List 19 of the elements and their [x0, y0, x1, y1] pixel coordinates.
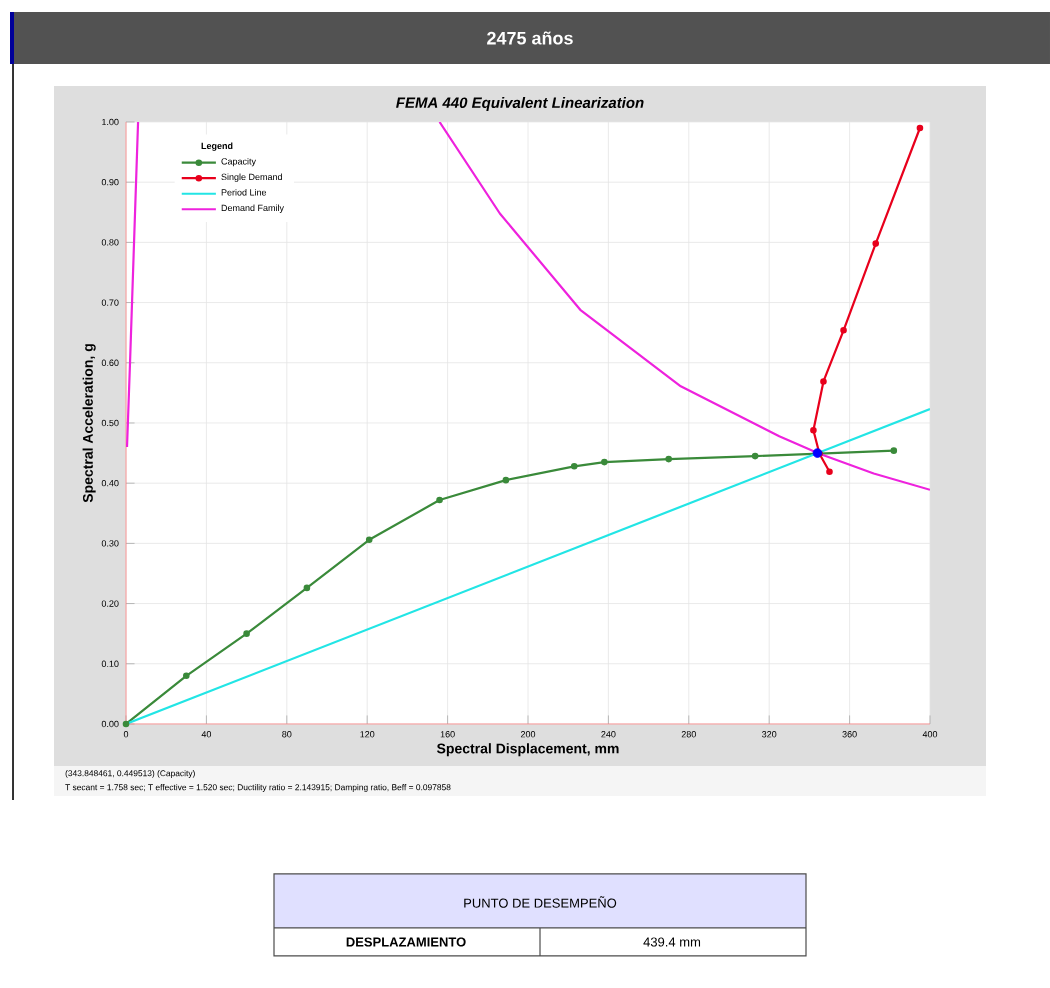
- point: [890, 447, 898, 454]
- point: [303, 584, 311, 592]
- point: [916, 124, 924, 132]
- chart-title: 2475 años: [487, 31, 573, 45]
- point: [243, 630, 250, 637]
- point: [751, 452, 759, 460]
- point: [570, 463, 578, 470]
- point: [872, 240, 880, 247]
- point: [826, 468, 833, 476]
- point: [122, 720, 130, 728]
- point: [840, 326, 847, 334]
- point: [665, 455, 672, 463]
- point: [502, 476, 510, 484]
- point: [601, 458, 608, 466]
- point: [436, 496, 443, 504]
- point: [183, 672, 190, 680]
- point: [820, 378, 827, 385]
- point: [810, 426, 817, 434]
- point: [365, 536, 373, 544]
